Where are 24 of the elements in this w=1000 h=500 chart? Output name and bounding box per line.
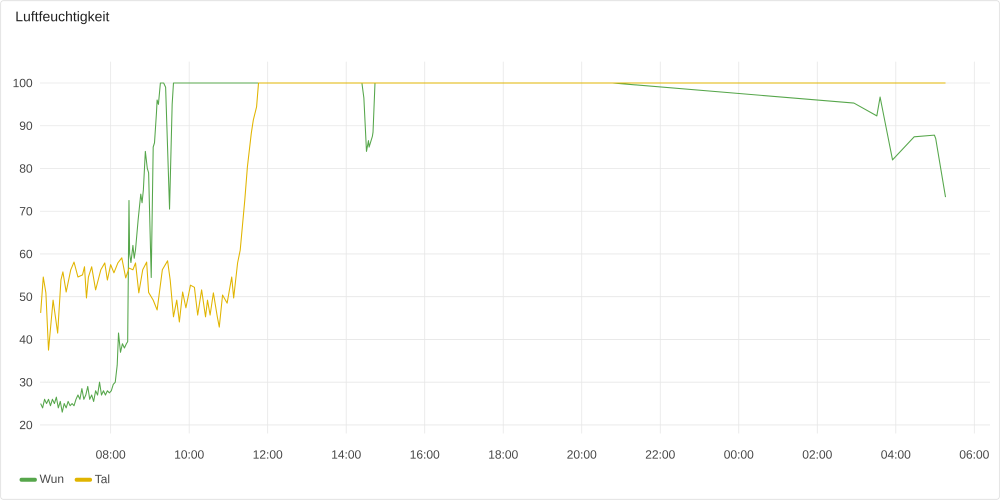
x-tick-label: 00:00 [724,450,754,459]
y-tick-label: 90 [20,121,32,130]
y-tick-label: 30 [20,378,32,386]
y-tick-label: 70 [20,206,32,216]
x-tick-label: 08:00 [96,450,126,459]
x-tick-label: 22:00 [646,450,675,459]
x-tick-label: 06:00 [960,450,989,459]
y-tick-label: 20 [20,420,32,430]
y-tick-label: 60 [20,250,32,258]
y-tick-label: 40 [20,335,32,344]
chart-title: Luftfeuchtigkeit [16,11,110,24]
y-tick-label: 100 [14,78,32,88]
legend-label: Wun [40,474,64,484]
x-tick-label: 12:00 [254,450,282,459]
y-tick-label: 80 [20,164,32,173]
legend-label: Tal [94,474,110,484]
y-tick-label: 50 [20,292,32,301]
x-tick-label: 02:00 [802,450,832,459]
x-tick-label: 18:00 [489,450,518,459]
x-tick-label: 04:00 [881,450,910,459]
x-tick-label: 16:00 [410,450,440,459]
x-tick-label: 14:00 [332,450,361,459]
x-tick-label: 20:00 [567,450,596,459]
x-tick-label: 10:00 [175,450,204,459]
